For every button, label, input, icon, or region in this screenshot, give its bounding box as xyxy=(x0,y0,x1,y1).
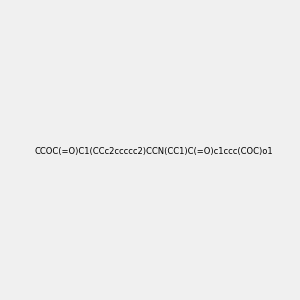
Text: CCOC(=O)C1(CCc2ccccc2)CCN(CC1)C(=O)c1ccc(COC)o1: CCOC(=O)C1(CCc2ccccc2)CCN(CC1)C(=O)c1ccc… xyxy=(34,147,273,156)
